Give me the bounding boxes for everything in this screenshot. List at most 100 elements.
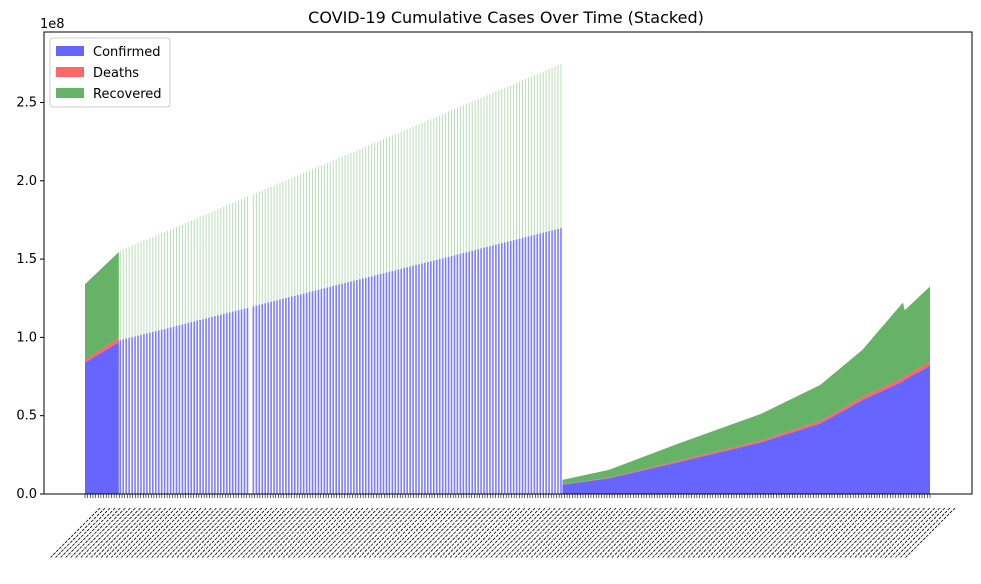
x-tick-label [439,507,490,558]
x-tick-label [814,507,865,558]
y-tick-label: 1.0 [16,330,37,345]
x-tick-label [900,507,951,558]
x-tick-label [707,507,758,558]
x-tick-label [778,507,829,558]
legend-label-recovered: Recovered [93,87,162,102]
x-tick-label [358,507,409,558]
x-tick-label [591,507,642,558]
x-tick-label [288,507,339,558]
area-deaths-early_contiguous [85,338,119,363]
x-tick-label [616,507,667,558]
x-tick-label [151,507,202,558]
x-tick-label [692,507,743,558]
x-tick-label [313,507,364,558]
x-tick-label [262,507,313,558]
x-tick-label [849,507,900,558]
x-tick-label [839,507,890,558]
x-tick-label [525,507,576,558]
x-tick-label [121,507,172,558]
x-tick-label [166,507,217,558]
x-tick-label [384,507,435,558]
x-tick-label [257,507,308,558]
x-tick-label [470,507,521,558]
x-tick-label [115,507,167,558]
x-tick-label [252,507,303,558]
x-tick-label [667,507,718,558]
x-tick-label [343,507,394,558]
legend-swatch-confirmed [56,46,84,56]
y-tick-label: 1.5 [16,252,37,267]
x-tick-label [146,507,197,558]
x-tick-label [161,507,212,558]
legend-swatch-recovered [56,88,84,98]
x-tick-label [110,507,161,558]
x-tick-label [196,507,247,558]
x-tick-label [495,507,546,558]
x-tick-label [105,507,156,558]
x-tick-label [809,507,860,558]
x-tick-label [374,507,425,558]
x-tick-label [647,507,698,558]
x-tick-label [834,507,885,558]
x-tick-label [85,507,136,558]
x-tick-label [444,507,495,558]
x-tick-label [728,507,779,558]
y-tick-label: 2.0 [16,174,37,189]
x-tick-label [434,507,485,558]
x-tick-label [632,507,683,558]
x-tick-label [556,507,607,558]
legend-swatch-deaths [56,67,84,77]
x-tick-label [753,507,804,558]
x-tick-label [854,507,905,558]
x-tick-label [50,507,101,558]
x-tick-label [864,507,915,558]
x-tick-label [783,507,834,558]
x-tick-label [348,507,399,558]
x-tick-label [222,507,273,558]
x-tick-label [379,507,430,558]
x-tick-label [100,507,151,558]
x-tick-label [672,507,723,558]
legend: Confirmed Deaths Recovered [49,37,171,108]
x-tick-label [485,507,536,558]
area-confirmed-early_contiguous [85,342,119,494]
x-tick-label [586,507,637,558]
area-recovered-early_contiguous [85,252,119,360]
plot-area [85,63,930,494]
area-recovered-late_contiguous [562,286,930,485]
x-tick-label [515,507,566,558]
x-tick-label [389,507,440,558]
axes-frame [43,31,973,495]
x-tick-label [141,507,192,558]
x-tick-label [60,507,111,558]
x-tick-label [874,507,925,558]
x-tick-label [212,507,263,558]
x-tick-label [75,507,126,558]
x-tick-label [475,507,526,558]
y-tick-label: 0.0 [16,487,37,502]
x-tick-label [191,507,242,558]
x-tick-label [460,507,511,558]
x-tick-label [277,507,328,558]
x-tick-label [738,507,789,558]
x-tick-label [156,507,207,558]
x-tick-label [546,507,597,558]
x-tick-label [712,507,764,558]
x-tick-label [419,507,470,558]
x-tick-label [535,507,586,558]
x-tick-label [394,507,445,558]
x-tick-label [227,507,278,558]
x-tick-label [449,507,500,558]
x-tick-label [773,507,824,558]
x-tick-label [500,507,551,558]
x-tick-label [551,507,602,558]
x-tick-label [581,507,632,558]
x-tick-label [465,507,516,558]
x-tick-label [697,507,748,558]
y-axis-multiplier: 1e8 [40,17,65,32]
x-tick-label [65,507,116,558]
x-tick-label [308,507,359,558]
x-tick-label [480,507,531,558]
x-tick-label [621,507,672,558]
